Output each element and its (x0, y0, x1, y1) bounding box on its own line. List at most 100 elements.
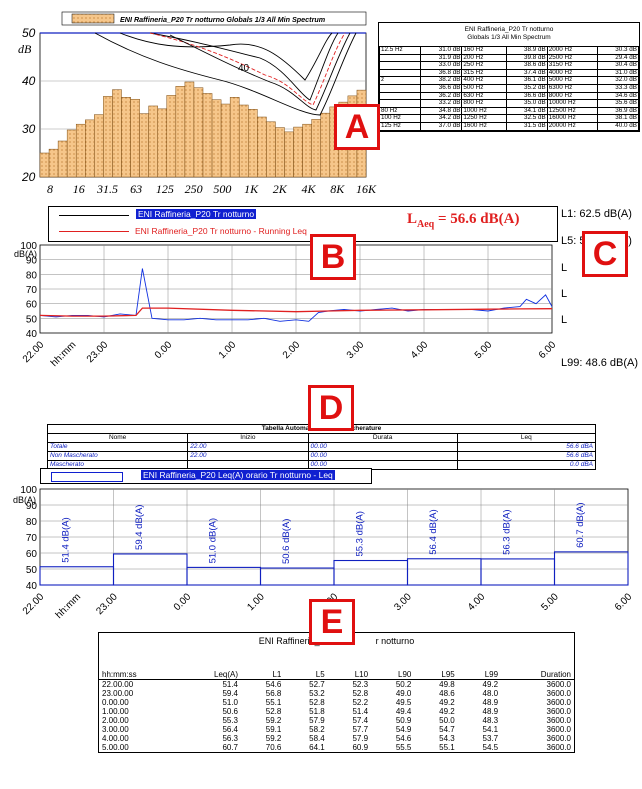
hourly-bars: 51.4 dB(A) 59.4 dB(A) 51.0 dB(A) 50.6 dB(A)… (39, 502, 629, 586)
timehistory-ytick-label: 50 (26, 314, 38, 325)
hourly-table-cell: L90 (371, 670, 415, 680)
hourly-table-cell: 54.1 (482, 725, 499, 734)
hourly-table-cell: hh:mm:ss (99, 670, 181, 680)
hourly-ytick-label: 100 (20, 485, 37, 496)
mask-table-cell: Non Mascherato (46, 451, 189, 461)
contour-curve (149, 32, 346, 106)
spec-table-cell: 38.9 dB (505, 46, 548, 55)
legend-box-icon (51, 472, 123, 482)
spectrum-xtick-label: 4K (302, 182, 317, 196)
hourly-table-cell: 55.5 (395, 743, 412, 752)
mask-table-cell: 00.00 (307, 451, 458, 461)
hourly-table-cell: 51.4 (222, 680, 239, 689)
spectrum-xtick-label: 31.5 (96, 182, 118, 196)
spec-table-cell (378, 61, 422, 70)
timehistory-ytick-label: 70 (26, 285, 38, 296)
hourly-table-cell: 50.0 (439, 716, 455, 725)
marker-a: A (334, 104, 380, 150)
legend-line-black-icon (59, 215, 129, 216)
spectrum-bar (148, 105, 158, 178)
hourly-table-cell: L5 (284, 670, 328, 680)
hourly-table-cell: 51.8 (309, 707, 325, 716)
spectrum-bar (293, 126, 303, 178)
hourly-table-cell: Leq(A) (180, 670, 242, 680)
hourly-xtick-label: 5.00 (539, 591, 561, 613)
timehistory-xtick-label: 6.00 (537, 339, 559, 361)
spec-table-grid: 12.5 Hz 31.0 dB 160 Hz 38.9 dB 2000 Hz 30.3 d… (378, 46, 640, 131)
spectrum-bar (229, 97, 240, 178)
spectrum-bar (220, 103, 231, 178)
spec-table-cell: 30.3 dB (596, 46, 640, 55)
hourly-table-cell: 3600.0 (546, 698, 571, 707)
hourly-table-cell: 57.9 (309, 716, 325, 725)
timehistory-xtick-label: 1.00 (217, 339, 239, 361)
spectrum-ytick-label: 40 (22, 74, 36, 88)
legend-series-1: ENI Raffineria_P20 Tr notturno (136, 209, 257, 219)
marker-e: E (309, 599, 355, 645)
spectrum-bar (175, 86, 186, 178)
hourly-xtick-label: 6.00 (613, 591, 635, 613)
hourly-table-cell: 54.7 (439, 725, 455, 734)
marker-b: B (310, 234, 356, 280)
hourly-table-cell: 56.3 (222, 734, 239, 743)
spec-table-cell (378, 91, 422, 101)
mask-table-cell: 56.6 dBA (456, 442, 597, 452)
hourly-xtick-label: 23.00 (94, 591, 120, 617)
legend-series-2: ENI Raffineria_P20 Tr notturno - Running… (135, 226, 307, 236)
hourly-table-cell: 49.2 (439, 707, 455, 716)
hourly-table-cell: 52.8 (309, 698, 325, 707)
timehistory-x-ticks: 22.00 hh:mm 23.00 0.00 1.00 2.00 3.00 4.00 5.00 6… (21, 339, 559, 369)
spectrum-xtick-label: 63 (130, 182, 142, 196)
hourly-table-cell: 48.3 (482, 716, 499, 725)
spectrum-bar (139, 113, 149, 178)
hourly-table-cell: 56.4 (222, 725, 239, 734)
hourly-ytick-label: 70 (26, 533, 38, 544)
hourly-xtick-label: 1.00 (245, 591, 267, 613)
mask-header-cell: Leq (456, 433, 597, 443)
spectrum-xtick-label: 16K (356, 182, 377, 196)
spec-table-cell: z (378, 76, 422, 85)
contour-curve (169, 32, 351, 111)
spec-table-cell: 36.6 dB (420, 83, 463, 93)
hourly-table-cell: 3600.0 (546, 734, 571, 743)
spec-table-cell (378, 83, 422, 93)
hourly-table-cell: 60.7 (222, 743, 239, 752)
spectrum-xtick-label: 8K (330, 182, 345, 196)
timehistory-xtick-label: hh:mm (49, 340, 78, 369)
spec-table-row: z 38.2 dB 400 Hz 36.1 dB 5000 Hz 32.0 dB (378, 76, 640, 85)
hourly-table-cell: 50.9 (395, 716, 412, 725)
hourly-table-cell: 55.3 (222, 716, 239, 725)
hourly-table-cell: 52.7 (309, 680, 325, 689)
spectrum-chart: 40 50 40 30 20 8 16 31.5 63 125 250 500 1K 2K 4K 8K 16… (18, 11, 377, 196)
spec-table-cell: 31.5 dB (505, 121, 548, 131)
spectrum-bar (302, 123, 312, 178)
spec-table-cell: 35.2 dB (505, 83, 548, 93)
hourly-table-cell: 23.00.00 (102, 689, 134, 698)
mask-header-cell: Inizio (187, 433, 309, 443)
hourly-table-cell: 48.9 (482, 707, 499, 716)
laeq-value: LAeq = 56.6 dB(A) (407, 211, 520, 230)
hourly-table-cell: L95 (414, 670, 458, 680)
hourly-table-cell: 59.1 (265, 725, 282, 734)
hourly-table-cell: L10 (327, 670, 372, 680)
hourly-table-cell: 48.6 (439, 689, 455, 698)
legend-swatch-icon (71, 13, 115, 24)
spec-table-row: 36.6 dB 500 Hz 35.2 dB 6300 Hz 33.3 dB (378, 83, 640, 93)
spectrum-y-ticks: 50 40 30 20 (21, 26, 36, 184)
hourly-table-cell: 49.5 (395, 698, 412, 707)
hourly-table-cell: 53.2 (309, 689, 325, 698)
hourly-table-row: 4.00.00 56.3 59.2 58.4 57.9 54.6 54.3 53.7 3600.… (99, 734, 574, 743)
hourly-ylabel: dB(A) (13, 495, 36, 505)
hourly-table-cell: 55.1 (439, 743, 455, 752)
spectrum-bar (157, 108, 168, 178)
mask-table-cell: 0.0 dBA (456, 460, 597, 470)
hourly-chart: 51.4 dB(A) 59.4 dB(A) 51.0 dB(A) 50.6 dB(A)… (13, 485, 635, 621)
hourly-bar-label: 55.3 dB(A) (355, 511, 366, 556)
timehistory-ytick-label: 90 (26, 256, 38, 267)
spectrum-bar (103, 96, 113, 178)
contour-curve (119, 32, 333, 81)
spectrum-xtick-label: 8 (47, 182, 53, 196)
hourly-table-cell: 51.4 (352, 707, 369, 716)
hourly-table-cell: 1.00.00 (102, 707, 129, 716)
timehistory-legend: ENI Raffineria_P20 Tr notturno ENI Raffi… (48, 206, 558, 242)
